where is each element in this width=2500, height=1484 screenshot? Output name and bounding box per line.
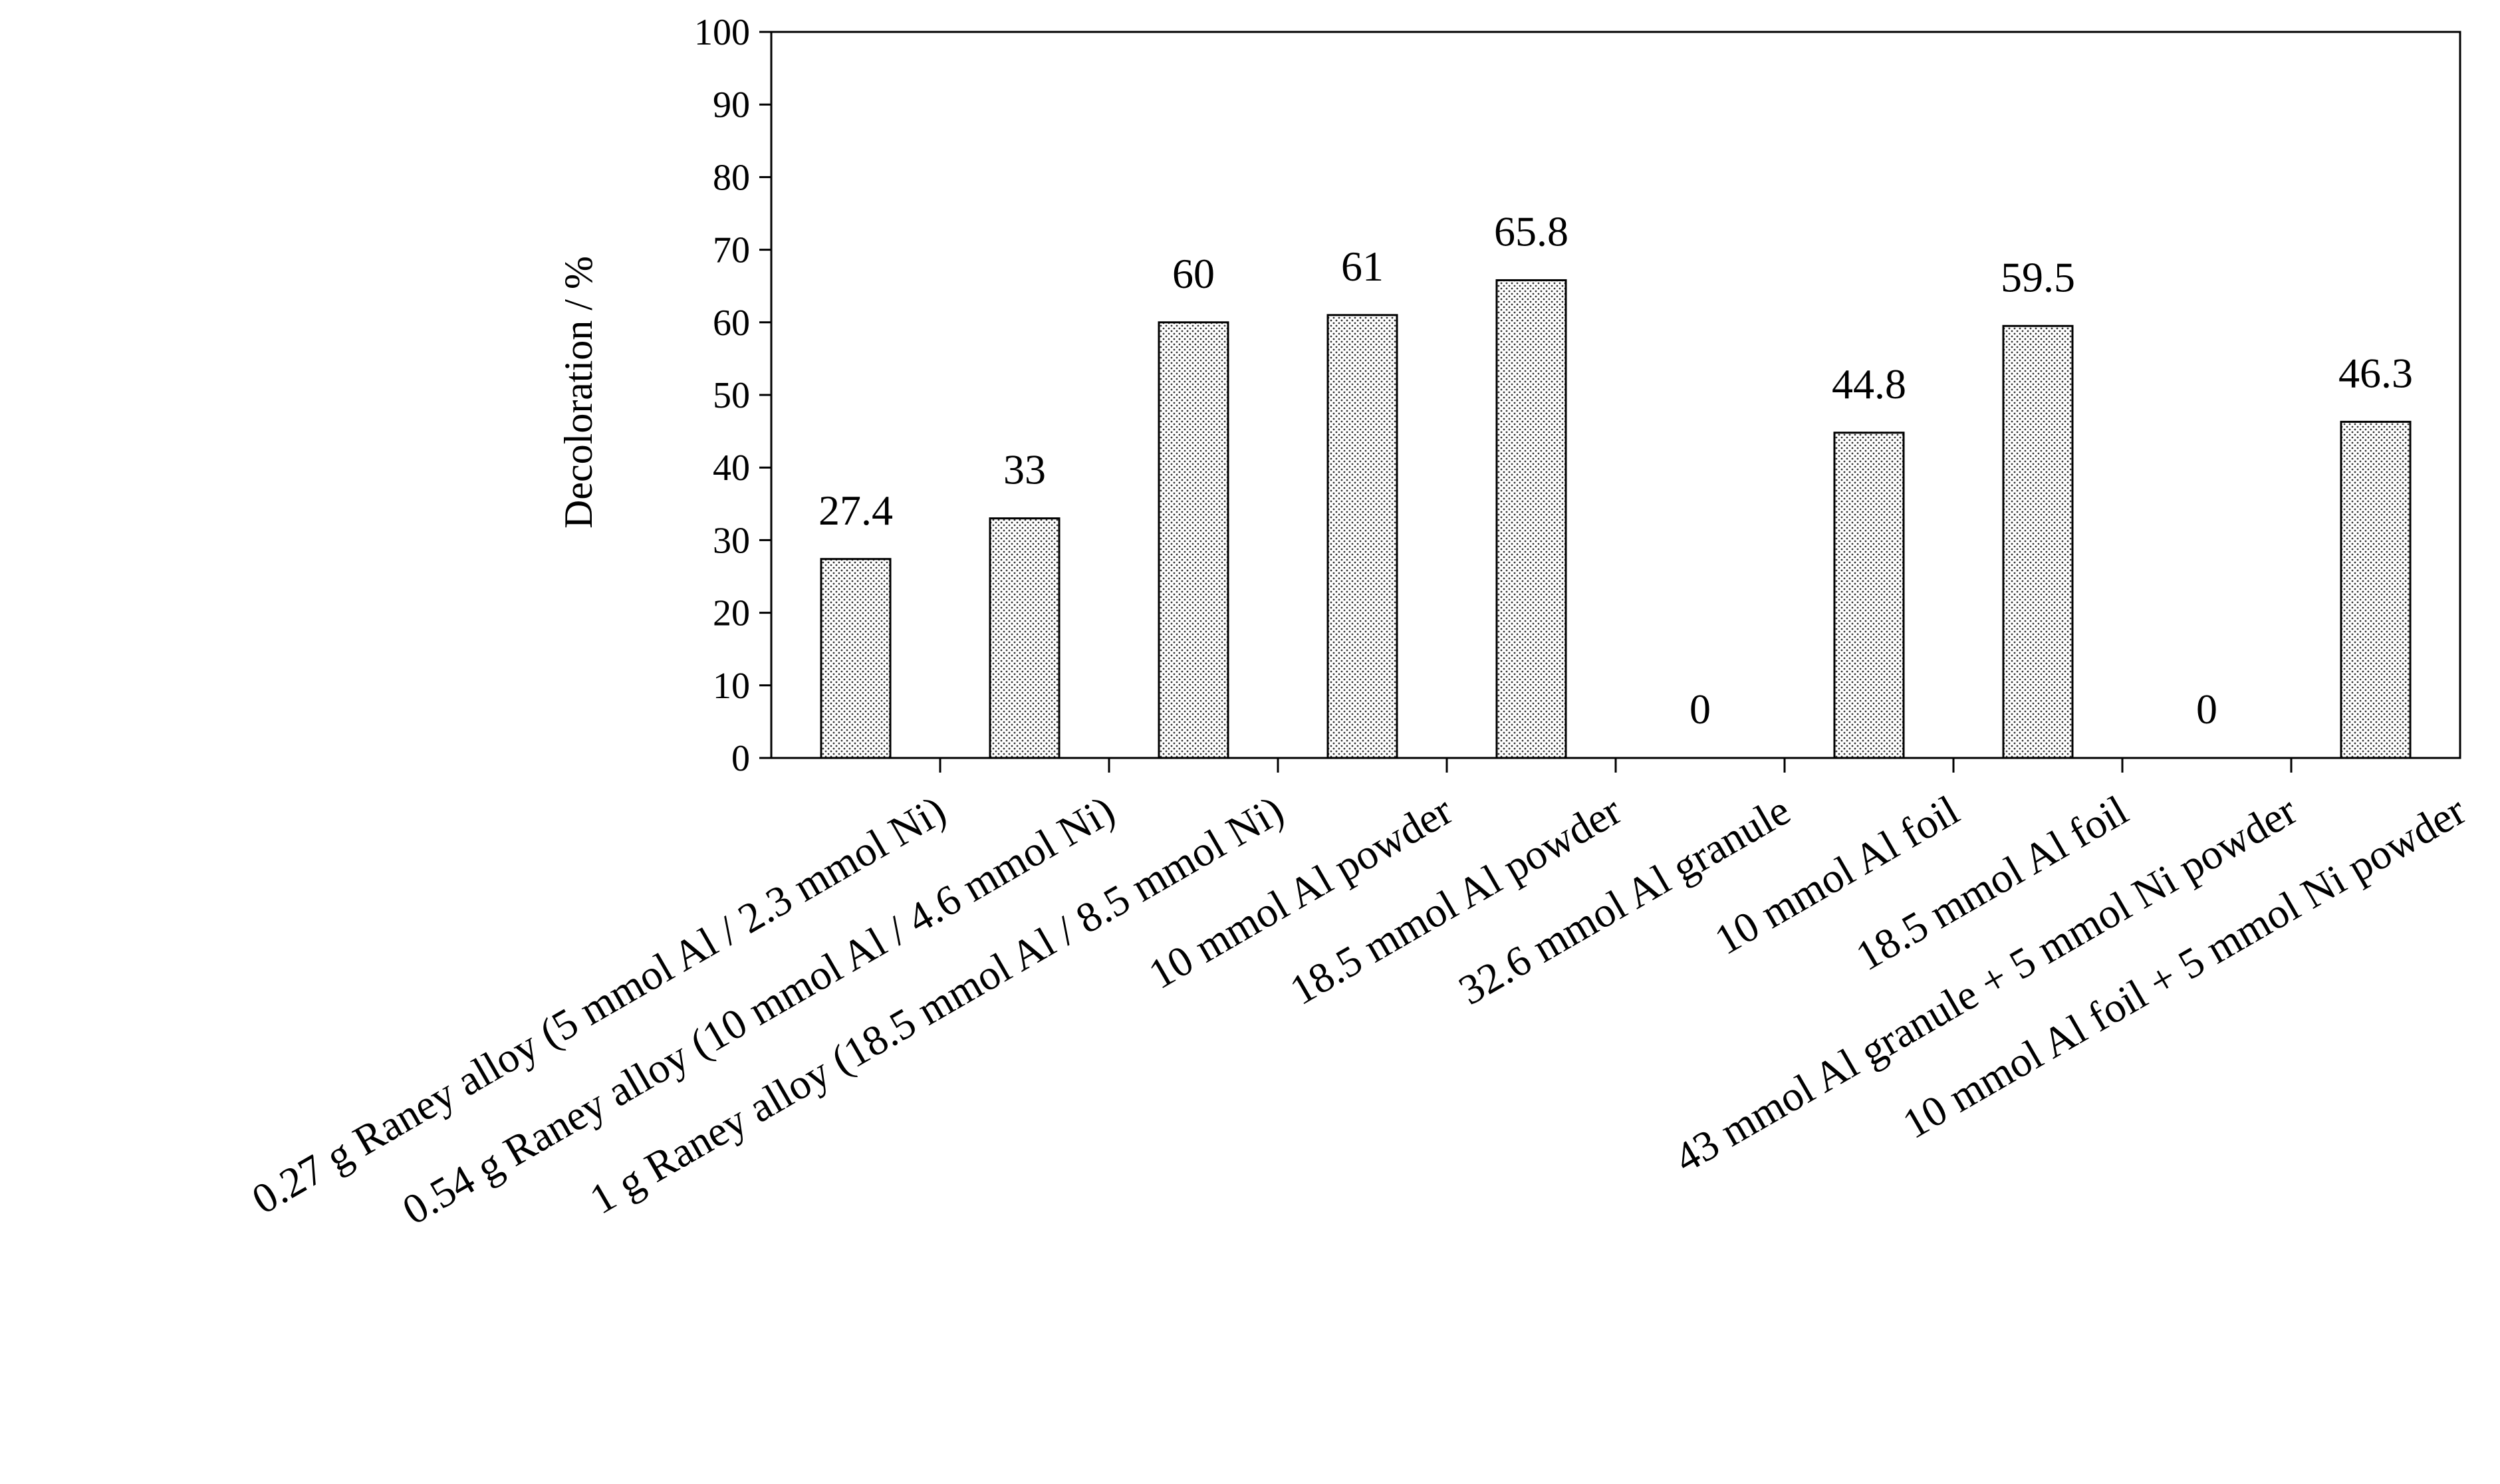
y-tick-label: 60: [713, 303, 750, 344]
bar: [2340, 420, 2412, 759]
y-tick-label: 50: [713, 375, 750, 416]
data-label: 44.8: [1832, 360, 1906, 408]
bar: [820, 558, 892, 759]
data-label: 65.8: [1494, 207, 1568, 255]
bar: [989, 517, 1061, 759]
data-labels: 27.4 33 60 61 65.8 0 44.8 59.5 0 46.3: [818, 207, 2413, 733]
category-label: 18.5 mmol Al foil: [1848, 787, 2136, 980]
y-tick-label: 20: [713, 593, 750, 634]
data-label: 46.3: [2338, 349, 2413, 396]
y-tick-label: 30: [713, 520, 750, 561]
data-label: 61: [1341, 243, 1384, 290]
y-tick-label: 0: [731, 738, 750, 779]
category-label: 1 g Raney alloy (18.5 mmol Al / 8.5 mmol…: [582, 787, 1291, 1223]
y-tick-label: 10: [713, 666, 750, 707]
data-label: 33: [1003, 446, 1046, 493]
bars: [820, 279, 2412, 759]
bar: [1158, 321, 1229, 759]
data-label: 0: [1689, 685, 1711, 733]
category-label: 0.54 g Raney alloy (10 mmol Al / 4.6 mmo…: [394, 787, 1122, 1234]
y-axis-ticks: 0 10 20 30 40 50 60 70 80 90 100: [694, 12, 771, 779]
bar: [2002, 324, 2074, 759]
y-tick-label: 100: [694, 12, 750, 53]
y-axis-title: Decoloration / %: [557, 256, 600, 529]
bar: [1495, 279, 1567, 759]
y-tick-label: 70: [713, 230, 750, 271]
y-tick-label: 80: [713, 157, 750, 198]
bar: [1833, 432, 1905, 759]
data-label: 60: [1172, 250, 1215, 297]
data-label: 59.5: [2001, 253, 2075, 301]
data-label: 27.4: [818, 487, 893, 534]
bar: [1326, 314, 1398, 759]
y-tick-label: 40: [713, 447, 750, 489]
category-label: 0.27 g Raney alloy (5 mmol Al / 2.3 mmol…: [244, 787, 953, 1223]
data-label: 0: [2196, 685, 2217, 733]
y-tick-label: 90: [713, 84, 750, 126]
category-labels: 0.27 g Raney alloy (5 mmol Al / 2.3 mmol…: [244, 787, 2473, 1234]
